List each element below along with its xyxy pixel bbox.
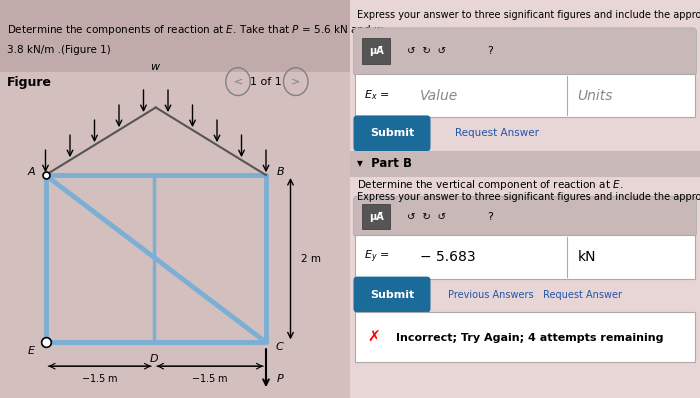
- Text: $C$: $C$: [275, 340, 285, 352]
- FancyBboxPatch shape: [363, 204, 391, 229]
- Text: Value: Value: [420, 88, 459, 103]
- Text: μȦ: μȦ: [369, 211, 384, 222]
- Text: $P$: $P$: [276, 372, 285, 384]
- Text: ↺  ↻  ↺: ↺ ↻ ↺: [407, 46, 447, 56]
- Text: ✗: ✗: [368, 330, 380, 345]
- FancyBboxPatch shape: [363, 38, 391, 64]
- Text: ↺  ↻  ↺: ↺ ↻ ↺: [407, 211, 447, 222]
- Text: Units: Units: [578, 88, 613, 103]
- Text: $w$: $w$: [150, 62, 161, 72]
- Text: Submit: Submit: [370, 128, 414, 139]
- Text: 3.8 kN/m .(Figure 1): 3.8 kN/m .(Figure 1): [7, 45, 111, 55]
- Text: $E_x$ =: $E_x$ =: [364, 89, 390, 102]
- FancyBboxPatch shape: [354, 196, 696, 237]
- Text: Figure: Figure: [7, 76, 52, 89]
- FancyBboxPatch shape: [350, 151, 700, 177]
- Text: μȦ: μȦ: [369, 46, 384, 56]
- Text: $A$: $A$: [27, 165, 36, 177]
- Text: Determine the components of reaction at $E$. Take that $P$ = 5.6 kN and $w$ =: Determine the components of reaction at …: [7, 23, 395, 37]
- Text: ?: ?: [487, 46, 493, 56]
- FancyBboxPatch shape: [354, 277, 430, 312]
- Text: $D$: $D$: [149, 352, 159, 364]
- FancyBboxPatch shape: [0, 0, 350, 72]
- Text: $-1.5$ m: $-1.5$ m: [81, 372, 118, 384]
- Text: Incorrect; Try Again; 4 attempts remaining: Incorrect; Try Again; 4 attempts remaini…: [395, 332, 663, 343]
- Text: $E$: $E$: [27, 344, 36, 356]
- Text: 2 m: 2 m: [301, 254, 321, 264]
- Text: kN: kN: [578, 250, 596, 264]
- FancyBboxPatch shape: [355, 74, 694, 117]
- Text: $-1.5$ m: $-1.5$ m: [191, 372, 229, 384]
- Text: Previous Answers   Request Answer: Previous Answers Request Answer: [448, 289, 622, 300]
- Text: ▾  Part B: ▾ Part B: [357, 158, 412, 170]
- Text: Express your answer to three significant figures and include the appropriate uni: Express your answer to three significant…: [357, 10, 700, 20]
- Text: $E_y$ =: $E_y$ =: [364, 248, 390, 265]
- Text: 1 of 1: 1 of 1: [250, 76, 282, 87]
- Text: Request Answer: Request Answer: [455, 128, 539, 139]
- Text: <: <: [233, 76, 243, 87]
- FancyBboxPatch shape: [354, 115, 430, 151]
- Text: >: >: [291, 76, 300, 87]
- Text: Express your answer to three significant figures and include the appropriate uni: Express your answer to three significant…: [357, 192, 700, 202]
- FancyBboxPatch shape: [354, 28, 696, 76]
- Text: $B$: $B$: [276, 165, 284, 177]
- FancyBboxPatch shape: [355, 235, 694, 279]
- FancyBboxPatch shape: [0, 72, 350, 398]
- Text: − 5.683: − 5.683: [420, 250, 475, 264]
- Text: Determine the vertical component of reaction at $E$.: Determine the vertical component of reac…: [357, 178, 623, 192]
- FancyBboxPatch shape: [355, 312, 694, 362]
- Text: Submit: Submit: [370, 289, 414, 300]
- Text: ?: ?: [487, 211, 493, 222]
